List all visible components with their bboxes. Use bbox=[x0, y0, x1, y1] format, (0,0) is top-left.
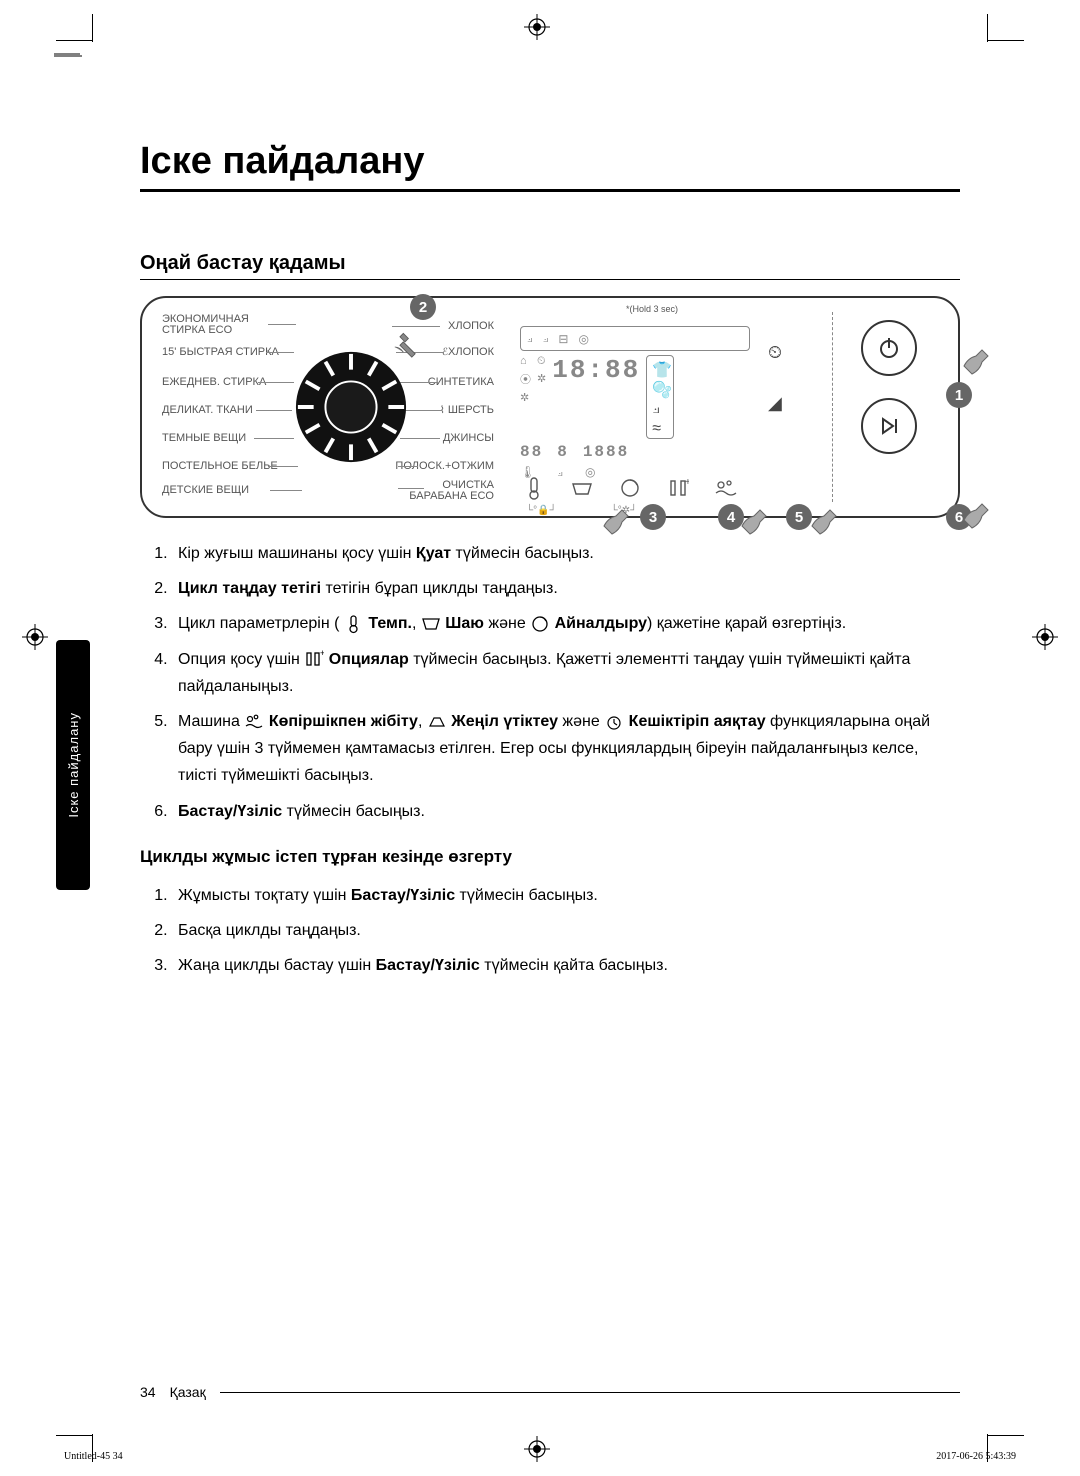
prog-label-kids: ДЕТСКИЕ ВЕЩИ bbox=[162, 484, 249, 496]
status-icon-stack: 👕 🫧 ⟓ ≈ bbox=[646, 355, 674, 439]
hand-pointer-6 bbox=[958, 492, 998, 532]
hand-pointer-dial bbox=[388, 330, 422, 364]
display-spin-num: 1888 bbox=[583, 443, 629, 461]
dial-area: ЭКОНОМИЧНАЯ СТИРКА ECO 15' БЫСТРАЯ СТИРК… bbox=[158, 312, 498, 502]
bubble-soak-icon bbox=[244, 712, 264, 732]
spin-icon bbox=[530, 614, 550, 634]
step-6: Бастау/Үзіліс түймесін басыңыз. bbox=[172, 798, 960, 825]
display-temp-num: 88 bbox=[520, 443, 543, 461]
prog-label-wool: ⌇ ШЕРСТЬ bbox=[440, 404, 494, 416]
page-title: Іске пайдалану bbox=[140, 140, 960, 192]
step-4: Опция қосу үшін + Опциялар түймесін басы… bbox=[172, 646, 960, 700]
start-pause-button[interactable] bbox=[861, 398, 917, 454]
hand-pointer-3 bbox=[598, 498, 638, 538]
svg-text:+: + bbox=[685, 477, 689, 488]
callout-2: 2 bbox=[410, 294, 436, 320]
print-meta-footer: Untitled-45 34 2017-06-26 5:43:39 bbox=[64, 1451, 1016, 1462]
rinse-icon bbox=[421, 614, 441, 634]
page-footer: 34 Қазақ bbox=[140, 1384, 960, 1400]
prog-label-eco: ЭКОНОМИЧНАЯ СТИРКА ECO bbox=[162, 314, 249, 336]
prog-label-bed: ПОСТЕЛЬНОЕ БЕЛЬЕ bbox=[162, 460, 278, 472]
options-icon: + bbox=[304, 649, 324, 669]
step-1: Кір жуғыш машинаны қосу үшін Қуат түймес… bbox=[172, 540, 960, 567]
delay-end-icon[interactable]: ⏲ bbox=[768, 342, 782, 363]
easy-iron-icon[interactable]: ◢ bbox=[768, 393, 782, 414]
prog-label-jeans: ДЖИНСЫ bbox=[443, 432, 494, 444]
cycle-dial[interactable] bbox=[292, 348, 410, 466]
hold-3-sec-note: *(Hold 3 sec) bbox=[626, 304, 678, 314]
temp-button[interactable] bbox=[520, 474, 548, 502]
callout-3: 3 bbox=[640, 504, 666, 530]
easy-iron-icon-inline bbox=[427, 712, 447, 732]
display-time: 18:88 bbox=[552, 355, 640, 439]
substep-3: Жаңа циклды бастау үшін Бастау/Үзіліс тү… bbox=[172, 952, 960, 979]
substep-2: Басқа циклды таңдаңыз. bbox=[172, 917, 960, 944]
power-button[interactable] bbox=[861, 320, 917, 376]
footer-language: Қазақ bbox=[170, 1384, 206, 1400]
control-panel-diagram: ЭКОНОМИЧНАЯ СТИРКА ECO 15' БЫСТРАЯ СТИРК… bbox=[140, 296, 960, 518]
step-5: Машина Көпіршікпен жібіту, Жеңіл үтіктеу… bbox=[172, 708, 960, 790]
crop-mark-bottom-left bbox=[56, 1435, 92, 1436]
prog-label-ecocot: ℰХЛОПОК bbox=[442, 346, 494, 358]
meta-left: Untitled-45 34 bbox=[64, 1451, 123, 1462]
section-heading: Оңай бастау қадамы bbox=[140, 252, 960, 280]
display-area: *(Hold 3 sec) ⟓⟓⊟◎ ⌂⦿✲ ⏲✲ bbox=[512, 312, 818, 502]
hand-pointer-4 bbox=[736, 498, 776, 538]
meta-right: 2017-06-26 5:43:39 bbox=[936, 1451, 1016, 1462]
delay-end-icon-inline bbox=[604, 712, 624, 732]
step-3: Цикл параметрлерін ( Темп., Шаю және Айн… bbox=[172, 610, 960, 637]
hand-pointer-1 bbox=[958, 338, 998, 378]
display-rinse-num: 8 bbox=[557, 443, 569, 461]
crop-mark-bottom-right bbox=[988, 1435, 1024, 1436]
hand-pointer-5 bbox=[806, 498, 846, 538]
callout-1: 1 bbox=[946, 382, 972, 408]
page-number: 34 bbox=[140, 1384, 156, 1400]
prog-label-drum: ОЧИСТКА БАРАБАНА ECO bbox=[409, 480, 494, 502]
substep-1: Жұмысты тоқтату үшін Бастау/Үзіліс түйме… bbox=[172, 882, 960, 909]
prog-label-dark: ТЕМНЫЕ ВЕЩИ bbox=[162, 432, 246, 444]
prog-label-cotton: ХЛОПОК bbox=[448, 320, 494, 332]
power-start-area bbox=[832, 312, 942, 502]
temp-icon bbox=[344, 614, 364, 634]
instructions-main: Кір жуғыш машинаны қосу үшін Қуат түймес… bbox=[140, 540, 960, 979]
svg-text:+: + bbox=[320, 649, 324, 658]
step-2: Цикл таңдау тетігі тетігін бұрап циклды … bbox=[172, 575, 960, 602]
prog-label-delic: ДЕЛИКАТ. ТКАНИ bbox=[162, 404, 253, 416]
option-shortcut-icons: ⏲ ◢ bbox=[768, 342, 782, 414]
subheading-change-cycle: Циклды жұмыс істеп тұрған кезінде өзгерт… bbox=[140, 843, 960, 872]
options-button[interactable]: + bbox=[664, 474, 692, 502]
rinse-button[interactable] bbox=[568, 474, 596, 502]
prog-label-daily: ЕЖЕДНЕВ. СТИРКА bbox=[162, 376, 266, 388]
prog-label-fast: 15' БЫСТРАЯ СТИРКА bbox=[162, 346, 279, 358]
